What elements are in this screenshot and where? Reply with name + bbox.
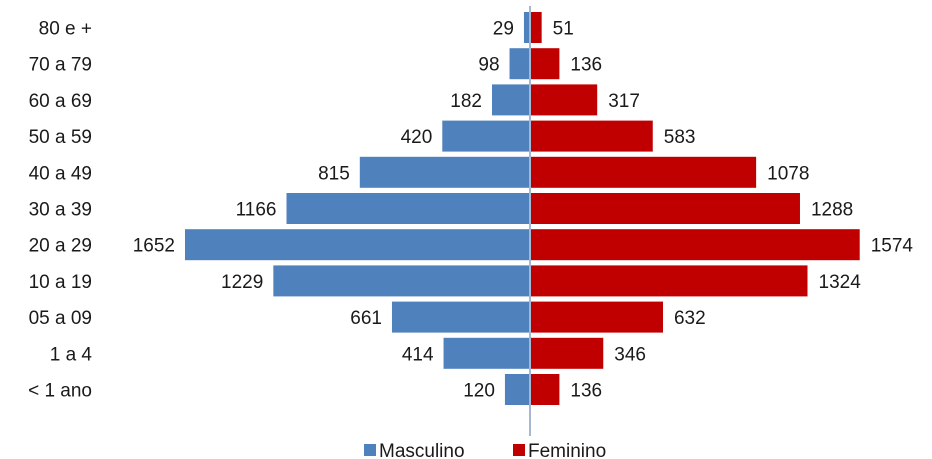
category-label-05-a-09: 05 a 09 (29, 308, 92, 329)
category-label-80-e: 80 e + (39, 19, 92, 40)
bar-feminino-30-a-39 (531, 193, 800, 224)
bar-masculino-1-ano (504, 374, 530, 405)
bar-masculino-50-a-59 (442, 120, 530, 152)
bar-feminino-50-a-59 (531, 120, 653, 152)
bars-layer (185, 12, 860, 405)
category-label-1-ano: < 1 ano (28, 381, 92, 402)
value-label-feminino-40-a-49: 1078 (767, 163, 809, 184)
category-label-70-a-79: 70 a 79 (29, 55, 92, 76)
value-label-feminino-50-a-59: 583 (664, 127, 696, 148)
value-label-masculino-10-a-19: 1229 (221, 272, 263, 293)
value-label-feminino-1-a-4: 346 (614, 344, 646, 365)
bar-feminino-1-ano (531, 374, 560, 405)
bar-masculino-30-a-39 (286, 193, 530, 224)
legend-label-masculino: Masculino (379, 441, 465, 459)
value-label-feminino-10-a-19: 1324 (819, 272, 862, 293)
legend-swatch-masculino (364, 444, 376, 456)
bar-masculino-20-a-29 (185, 229, 530, 261)
value-labels: 29 51 98 136 182 317 420 583 815 1078 1166 1288 1652… (133, 19, 914, 402)
bar-masculino-1-a-4 (443, 337, 530, 369)
bar-feminino-1-a-4 (531, 337, 604, 369)
category-label-50-a-59: 50 a 59 (29, 127, 92, 148)
value-label-feminino-60-a-69: 317 (608, 91, 640, 112)
legend-swatch-feminino (513, 444, 525, 456)
bar-feminino-10-a-19 (531, 265, 808, 297)
bar-feminino-70-a-79 (531, 48, 560, 80)
value-label-feminino-20-a-29: 1574 (871, 236, 914, 257)
category-label-10-a-19: 10 a 19 (29, 272, 92, 293)
value-label-feminino-70-a-79: 136 (570, 55, 602, 76)
bar-masculino-05-a-09 (391, 301, 530, 333)
bar-feminino-05-a-09 (531, 301, 663, 333)
value-label-masculino-80-e: 29 (493, 19, 514, 40)
value-label-masculino-1-ano: 120 (463, 381, 495, 402)
category-label-1-a-4: 1 a 4 (50, 344, 93, 365)
legend-label-feminino: Feminino (528, 441, 606, 459)
value-label-masculino-20-a-29: 1652 (133, 236, 175, 257)
value-label-masculino-1-a-4: 414 (402, 344, 434, 365)
value-label-masculino-60-a-69: 182 (450, 91, 482, 112)
value-label-masculino-40-a-49: 815 (318, 163, 350, 184)
value-label-feminino-30-a-39: 1288 (811, 200, 853, 221)
category-label-20-a-29: 20 a 29 (29, 236, 92, 257)
value-label-feminino-1-ano: 136 (570, 381, 602, 402)
value-label-masculino-70-a-79: 98 (478, 55, 499, 76)
category-labels: 80 e + 70 a 79 60 a 69 50 a 59 40 a 49 30 a 3… (28, 19, 92, 402)
category-label-30-a-39: 30 a 39 (29, 200, 92, 221)
value-label-feminino-80-e: 51 (553, 19, 574, 40)
bar-masculino-60-a-69 (491, 84, 530, 116)
value-label-feminino-05-a-09: 632 (674, 308, 706, 329)
value-label-masculino-30-a-39: 1166 (236, 200, 277, 221)
bar-masculino-80-e (523, 12, 530, 43)
value-label-masculino-50-a-59: 420 (401, 127, 433, 148)
bar-feminino-40-a-49 (531, 156, 757, 188)
bar-masculino-10-a-19 (273, 265, 530, 297)
bar-feminino-20-a-29 (531, 229, 860, 261)
category-label-60-a-69: 60 a 69 (29, 91, 92, 112)
value-label-masculino-05-a-09: 661 (350, 308, 382, 329)
legend: Masculino Feminino (364, 441, 606, 459)
bar-feminino-60-a-69 (531, 84, 598, 116)
category-label-40-a-49: 40 a 49 (29, 163, 92, 184)
bar-feminino-80-e (531, 12, 542, 43)
bar-masculino-70-a-79 (509, 48, 530, 80)
bar-masculino-40-a-49 (359, 156, 530, 188)
